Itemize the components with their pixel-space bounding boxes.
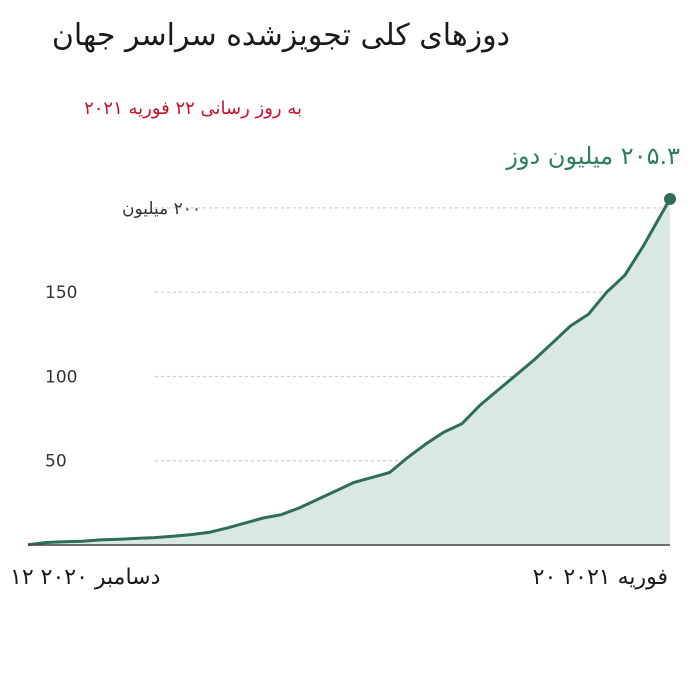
chart-title: دوزهای کلی تجویزشده سراسر جهان bbox=[51, 18, 510, 53]
update-date: به روز رسانی ۲۲ فوریه ۲۰۲۱ bbox=[84, 98, 302, 119]
y-tick-label: 50 bbox=[45, 452, 67, 472]
y-tick-labels: 50 100 150 ۲۰۰ میلیون bbox=[45, 199, 201, 472]
x-tick-label: ۲۰ فوریه ۲۰۲۱ bbox=[533, 565, 668, 590]
gridlines bbox=[155, 207, 670, 462]
x-tick-labels: ۱۲ دسامبر ۲۰۲۰ ۲۰ فوریه ۲۰۲۱ bbox=[10, 565, 668, 590]
final-value-label: ۲۰۵.۳ میلیون دوز bbox=[506, 142, 680, 170]
y-tick-label: ۲۰۰ میلیون bbox=[122, 199, 201, 219]
series-line bbox=[27, 198, 672, 547]
area-fill bbox=[28, 199, 670, 545]
y-tick-label: 150 bbox=[45, 283, 77, 303]
y-tick-label: 100 bbox=[45, 367, 77, 387]
x-tick-label: ۱۲ دسامبر ۲۰۲۰ bbox=[10, 565, 160, 590]
final-point bbox=[664, 193, 676, 205]
